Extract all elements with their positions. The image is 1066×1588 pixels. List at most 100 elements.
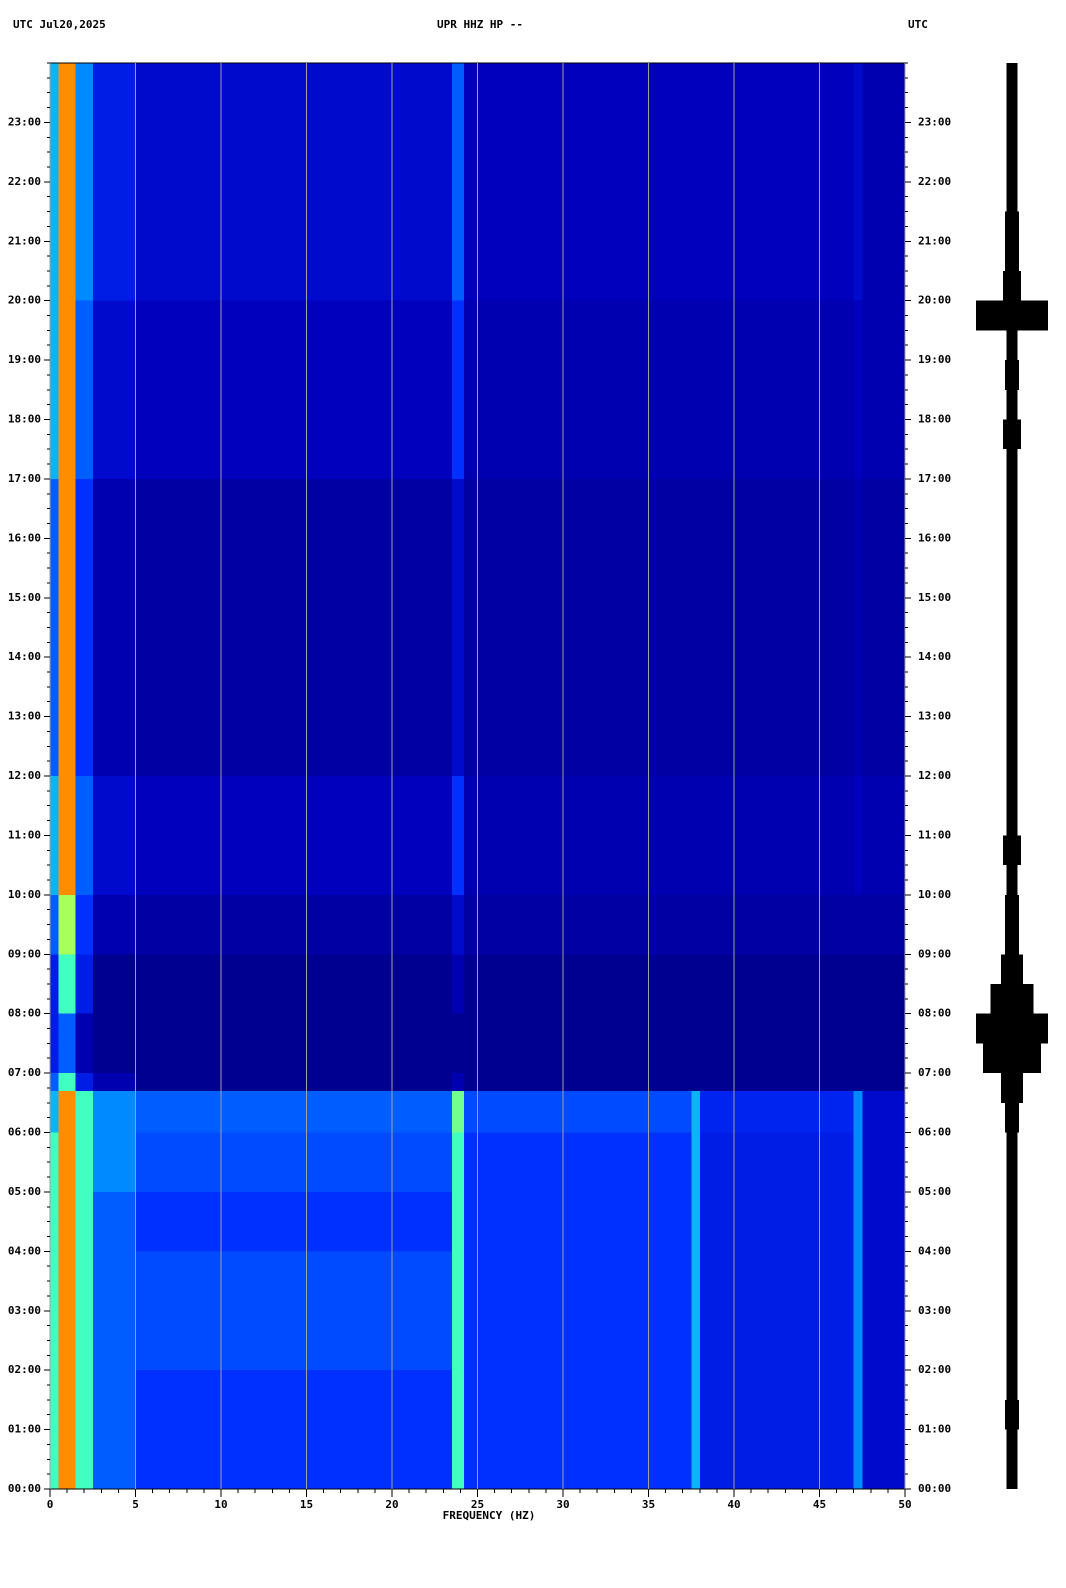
spectrogram-cell xyxy=(451,657,464,717)
spectrogram-cell xyxy=(463,894,692,955)
spectrogram-cell xyxy=(691,894,700,955)
spectrogram-cell xyxy=(75,1251,93,1311)
spectrogram-cell xyxy=(463,1073,692,1091)
spectrogram-cell xyxy=(135,63,452,123)
spectrogram-cell xyxy=(699,478,854,539)
spectrogram-cell xyxy=(50,716,59,776)
spectrogram-cell xyxy=(691,835,700,895)
title-right: UTC xyxy=(908,18,928,31)
spectrogram-cell xyxy=(691,1090,700,1133)
spectrogram-cell xyxy=(58,478,76,539)
spectrogram-cell xyxy=(58,1132,76,1192)
spectrogram-cell xyxy=(699,894,854,955)
y-tick-label: 17:00 xyxy=(8,472,41,485)
trace-amplitude xyxy=(1006,627,1018,658)
spectrogram-cell xyxy=(699,181,854,242)
y-tick-label: 00:00 xyxy=(8,1482,41,1495)
spectrogram-cell xyxy=(58,419,76,479)
y-tick-label: 10:00 xyxy=(8,888,41,901)
spectrogram-cell xyxy=(463,597,692,658)
y-tick-label-right: 00:00 xyxy=(918,1482,951,1495)
spectrogram-cell xyxy=(135,1370,452,1430)
spectrogram-cell xyxy=(75,478,93,539)
spectrogram-cell xyxy=(463,63,692,123)
x-tick-label: 15 xyxy=(300,1498,313,1511)
x-tick-label: 0 xyxy=(47,1498,54,1511)
x-tick-label: 10 xyxy=(214,1498,227,1511)
trace-amplitude xyxy=(1006,1429,1018,1460)
spectrogram-cell xyxy=(463,1251,692,1311)
y-tick-label-right: 01:00 xyxy=(918,1423,951,1436)
spectrogram-cell xyxy=(853,657,863,717)
spectrogram-cell xyxy=(691,300,700,361)
spectrogram-cell xyxy=(463,1370,692,1430)
spectrogram-cell xyxy=(463,1310,692,1371)
spectrogram-cell xyxy=(853,835,863,895)
spectrogram-cell xyxy=(50,1251,59,1311)
y-tick-label: 08:00 xyxy=(8,1007,41,1020)
spectrogram-cell xyxy=(699,1429,854,1489)
spectrogram-cell xyxy=(135,894,452,955)
spectrogram-cell xyxy=(50,538,59,598)
y-tick-label-right: 08:00 xyxy=(918,1007,951,1020)
y-tick-label-right: 02:00 xyxy=(918,1363,951,1376)
trace-amplitude xyxy=(1006,1251,1018,1282)
trace-amplitude xyxy=(1004,241,1020,271)
spectrogram-cell xyxy=(451,63,464,123)
x-axis-label: FREQUENCY (HZ) xyxy=(443,1509,536,1522)
trace-amplitude xyxy=(1006,597,1018,628)
spectrogram-cell xyxy=(853,300,863,361)
spectrogram-cell xyxy=(463,657,692,717)
spectrogram-cell xyxy=(50,1073,59,1091)
spectrogram-cell xyxy=(691,1132,700,1192)
spectrogram-cell xyxy=(862,360,905,420)
spectrogram-cell xyxy=(135,954,452,1014)
spectrogram-cell xyxy=(135,538,452,598)
spectrogram-cell xyxy=(451,1429,464,1489)
spectrogram-cell xyxy=(691,360,700,420)
y-tick-label-right: 21:00 xyxy=(918,234,951,247)
spectrogram-cell xyxy=(75,776,93,836)
spectrogram-cell xyxy=(50,241,59,301)
spectrogram-cell xyxy=(862,597,905,658)
spectrogram-cell xyxy=(451,478,464,539)
trace-amplitude xyxy=(1006,508,1018,539)
spectrogram-cell xyxy=(862,657,905,717)
spectrogram-cell xyxy=(92,241,136,301)
spectrogram-cell xyxy=(853,954,863,1014)
trace-amplitude xyxy=(1004,1399,1020,1430)
y-tick-label-right: 06:00 xyxy=(918,1126,951,1139)
y-tick-label: 19:00 xyxy=(8,353,41,366)
trace-amplitude xyxy=(1006,1191,1018,1222)
trace-amplitude xyxy=(1001,1073,1023,1103)
spectrogram-cell xyxy=(862,300,905,361)
spectrogram-cell xyxy=(58,63,76,123)
spectrogram-cell xyxy=(92,954,136,1014)
spectrogram-cell xyxy=(50,1370,59,1430)
spectrogram-cell xyxy=(135,1013,452,1074)
y-tick-label: 20:00 xyxy=(8,294,41,307)
trace-amplitude xyxy=(1006,865,1018,895)
spectrogram-cell xyxy=(92,1191,136,1252)
spectrogram-cell xyxy=(92,538,136,598)
spectrogram-cell xyxy=(699,1370,854,1430)
spectrogram-cell xyxy=(135,1090,452,1133)
spectrogram-cell xyxy=(691,181,700,242)
spectrogram-cell xyxy=(58,360,76,420)
spectrogram-cell xyxy=(75,1132,93,1192)
y-tick-label: 15:00 xyxy=(8,591,41,604)
spectrogram-cell xyxy=(135,1310,452,1371)
x-tick-label: 20 xyxy=(385,1498,398,1511)
spectrogram-cell xyxy=(50,894,59,955)
spectrogram-cell xyxy=(463,716,692,776)
spectrogram-cell xyxy=(699,597,854,658)
trace-amplitude xyxy=(1006,449,1018,479)
y-tick-label: 14:00 xyxy=(8,650,41,663)
spectrogram-cell xyxy=(862,1013,905,1074)
spectrogram-cell xyxy=(75,63,93,123)
spectrogram-cell xyxy=(92,1310,136,1371)
trace-amplitude xyxy=(1003,835,1021,866)
spectrogram-cell xyxy=(699,360,854,420)
y-tick-label: 05:00 xyxy=(8,1185,41,1198)
spectrogram-cell xyxy=(58,1073,76,1091)
